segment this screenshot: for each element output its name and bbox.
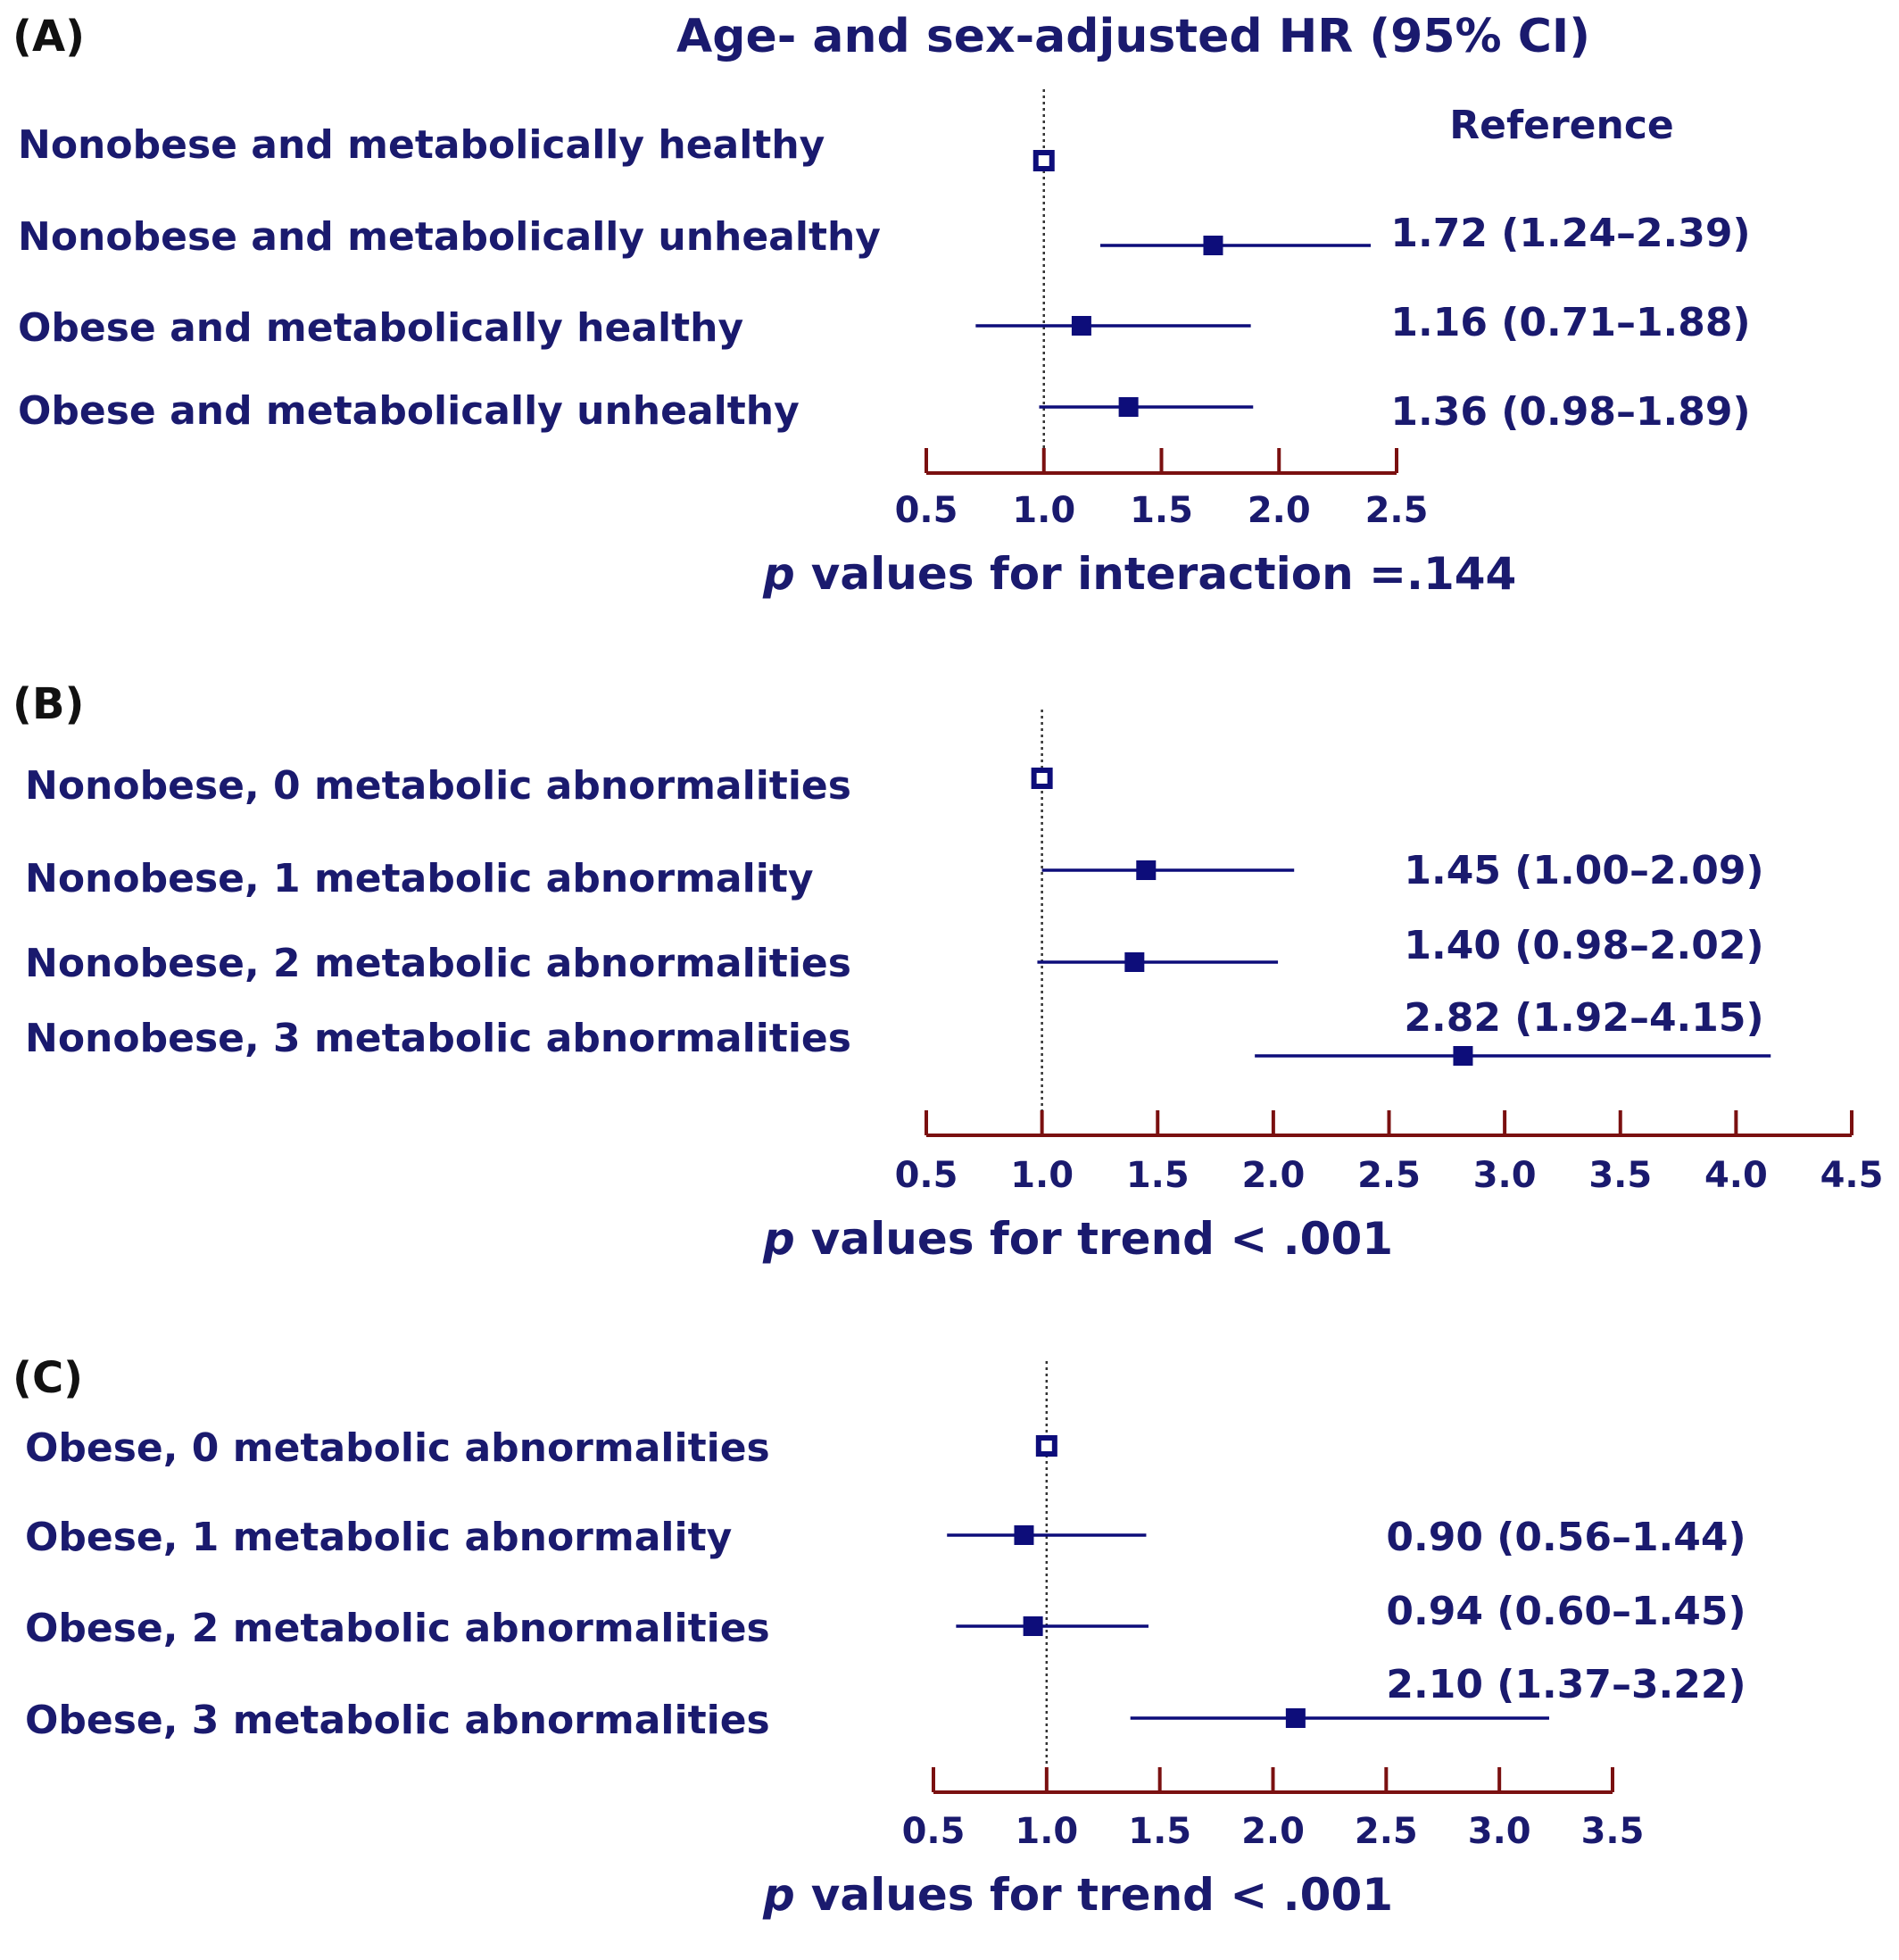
x-tick-label: 1.0 <box>1010 1155 1074 1196</box>
hr-value-label: 1.40 (0.98–2.02) <box>1404 923 1763 968</box>
footer-rest: values for trend < .001 <box>811 1869 1393 1921</box>
figure-header: Age- and sex-adjusted HR (95% CI) <box>676 10 1590 63</box>
x-tick-label: 0.5 <box>902 1811 966 1852</box>
x-tick-label: 1.5 <box>1126 1155 1190 1196</box>
row-label: Obese, 2 metabolic abnormalities <box>25 1606 770 1651</box>
hr-value-label: 1.72 (1.24–2.39) <box>1390 211 1750 256</box>
row-label: Nonobese and metabolically healthy <box>18 122 825 168</box>
footer-text: p values for trend < .001 <box>762 1213 1393 1265</box>
hr-value-label: 0.90 (0.56–1.44) <box>1386 1515 1746 1560</box>
footer-p: p <box>762 1213 795 1265</box>
x-tick-label: 1.5 <box>1130 490 1193 531</box>
x-tick-label: 0.5 <box>895 1155 958 1196</box>
x-tick-label: 2.5 <box>1355 1811 1418 1852</box>
reference-marker <box>1031 768 1053 789</box>
panel-label: (B) <box>12 679 84 729</box>
x-tick-label: 4.5 <box>1820 1155 1884 1196</box>
hr-value-label: 1.36 (0.98–1.89) <box>1390 389 1750 435</box>
x-tick-label: 3.0 <box>1473 1155 1537 1196</box>
hr-marker <box>1124 952 1145 972</box>
x-tick-label: 2.5 <box>1365 490 1429 531</box>
x-tick-label: 3.5 <box>1588 1155 1652 1196</box>
x-tick-label: 4.0 <box>1704 1155 1768 1196</box>
hr-marker <box>1014 1525 1034 1545</box>
row-label: Obese and metabolically healthy <box>18 305 743 351</box>
row-label: Nonobese and metabolically unhealthy <box>18 214 881 260</box>
row-label: Obese and metabolically unhealthy <box>18 388 800 434</box>
hr-marker <box>1453 1046 1473 1066</box>
x-tick-label: 2.0 <box>1241 1811 1305 1852</box>
x-tick-label: 1.0 <box>1012 490 1075 531</box>
hr-value-label: 1.45 (1.00–2.09) <box>1404 848 1763 893</box>
panel-label: (C) <box>12 1353 83 1403</box>
row-label: Nonobese, 2 metabolic abnormalities <box>25 941 851 986</box>
hr-marker <box>1285 1708 1306 1728</box>
x-tick-label: 1.5 <box>1128 1811 1191 1852</box>
row-label: Nonobese, 0 metabolic abnormalities <box>25 763 851 809</box>
hr-marker <box>1118 397 1139 417</box>
footer-text: p values for trend < .001 <box>762 1869 1393 1921</box>
hr-marker <box>1023 1616 1043 1636</box>
x-tick-label: 2.0 <box>1248 490 1311 531</box>
row-label: Obese, 3 metabolic abnormalities <box>25 1698 770 1743</box>
row-label: Nonobese, 1 metabolic abnormality <box>25 856 814 901</box>
hr-marker <box>1136 860 1157 880</box>
panel-c: (C) 0.5 1.0 1.5 2.0 2.5 3.0 3.5 Obese, 0 metabol… <box>12 1353 1746 1921</box>
footer-rest: values for trend < .001 <box>811 1213 1393 1265</box>
row-label: Obese, 0 metabolic abnormalities <box>25 1425 770 1471</box>
x-tick-label: 0.5 <box>895 490 958 531</box>
hr-value-label: 2.10 (1.37–3.22) <box>1386 1662 1746 1707</box>
hr-marker <box>1203 236 1223 255</box>
footer-p: p <box>762 548 795 600</box>
hr-value-label: 0.94 (0.60–1.45) <box>1386 1589 1746 1634</box>
panel-b: (B) 0.5 1.0 1.5 2.0 2.5 3.0 3.5 4.0 4.5 Nonobese, … <box>12 679 1883 1265</box>
row-label: Nonobese, 3 metabolic abnormalities <box>25 1016 851 1061</box>
x-tick-label: 3.5 <box>1581 1811 1645 1852</box>
panel-a: (A) 0.5 1.0 1.5 2.0 2.5 Nonobese and metabolic… <box>12 12 1751 600</box>
hr-value-label: 1.16 (0.71–1.88) <box>1390 300 1750 345</box>
x-tick-label: 2.0 <box>1241 1155 1305 1196</box>
hr-marker <box>1071 316 1091 336</box>
panel-label: (A) <box>12 12 85 62</box>
x-tick-label: 3.0 <box>1468 1811 1531 1852</box>
x-tick-label: 2.5 <box>1357 1155 1421 1196</box>
x-tick-label: 1.0 <box>1015 1811 1078 1852</box>
footer-p: p <box>762 1869 795 1921</box>
reference-label: Reference <box>1449 103 1674 148</box>
hr-value-label: 2.82 (1.92–4.15) <box>1404 995 1763 1041</box>
reference-marker <box>1032 150 1055 171</box>
row-label: Obese, 1 metabolic abnormality <box>25 1515 732 1560</box>
footer-text: p values for interaction =.144 <box>762 548 1516 600</box>
reference-marker <box>1035 1435 1057 1457</box>
footer-rest: values for interaction =.144 <box>811 548 1517 600</box>
